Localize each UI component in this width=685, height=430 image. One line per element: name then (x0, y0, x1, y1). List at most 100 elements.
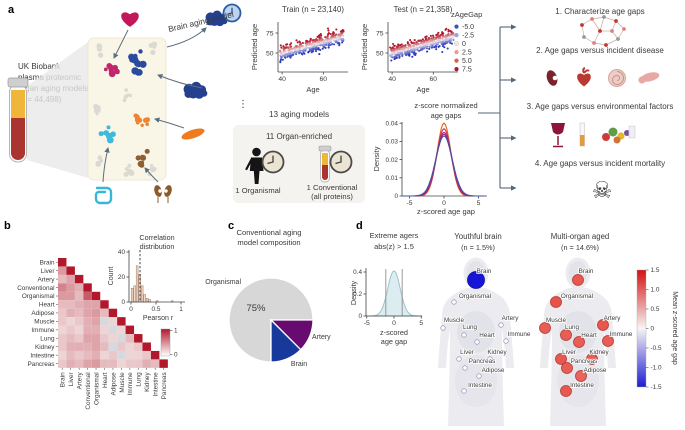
svg-text:distribution: distribution (140, 242, 175, 251)
organ-label: Heart (479, 332, 495, 339)
organ-dot (602, 335, 614, 347)
study-line: UK Biobank (18, 62, 61, 71)
network-node-icon (602, 15, 606, 19)
svg-text:-5: -5 (406, 200, 412, 207)
svg-text:model composition: model composition (237, 238, 300, 247)
svg-text:-5.0: -5.0 (462, 24, 474, 31)
svg-text:50: 50 (376, 50, 384, 57)
svg-text:Adipose: Adipose (31, 310, 55, 317)
organ-dot (555, 353, 567, 365)
organ-label: Pancreas (571, 358, 598, 365)
test-scatter-plot: 40 60 50 75 Test (n = 21,358) Age Predicted ag… (360, 5, 458, 94)
svg-text:0.04: 0.04 (386, 120, 399, 127)
svg-text:Immune: Immune (127, 372, 134, 396)
organ-label: Artery (604, 315, 622, 322)
food-icon (624, 130, 630, 136)
svg-text:Adipose: Adipose (110, 372, 117, 396)
svg-text:0: 0 (442, 200, 446, 207)
svg-text:Conventional aging: Conventional aging (236, 228, 301, 237)
panel-b-label: b (4, 220, 11, 232)
svg-text:(n = 14.6%): (n = 14.6%) (561, 243, 599, 252)
train-scatter-plot: 40 60 50 75 Train (n = 23,140) Age Predicted a… (250, 5, 348, 94)
svg-text:Heart: Heart (102, 372, 109, 388)
svg-text:75: 75 (376, 30, 384, 37)
svg-text:Youthful brain: Youthful brain (454, 232, 501, 241)
svg-text:abs(z) > 1.5: abs(z) > 1.5 (374, 242, 414, 251)
svg-text:Pearson r: Pearson r (143, 315, 174, 322)
svg-text:0.4: 0.4 (353, 269, 362, 276)
models-box (233, 125, 365, 203)
intestine-icon (94, 186, 113, 205)
organ-label: Adipose (482, 367, 505, 374)
svg-text:-0.5: -0.5 (651, 345, 662, 352)
svg-text:Intestine: Intestine (30, 352, 55, 359)
svg-text:1: 1 (174, 328, 178, 335)
svg-text:Brain: Brain (60, 372, 67, 387)
svg-text:50: 50 (266, 50, 274, 57)
organ-label: Liver (562, 349, 576, 356)
organ-label: Immune (508, 331, 531, 338)
svg-text:Age: Age (416, 85, 429, 94)
svg-text:40: 40 (278, 76, 286, 83)
svg-text:5: 5 (477, 200, 481, 207)
organ-dot (550, 296, 562, 308)
organ-label: Organismal (561, 293, 593, 300)
organ-label: Immune (610, 331, 633, 338)
kidney-icon (546, 70, 558, 86)
svg-text:0.2: 0.2 (353, 291, 362, 298)
organ-label: Brain (579, 268, 594, 275)
organ-dot (474, 339, 480, 345)
svg-text:0: 0 (462, 41, 466, 48)
svg-text:Pancreas: Pancreas (161, 372, 168, 399)
svg-text:-5: -5 (364, 320, 370, 327)
svg-text:Pancreas: Pancreas (28, 361, 55, 368)
svg-text:5: 5 (419, 320, 423, 327)
network-node-icon (604, 43, 608, 47)
food-icon (608, 127, 618, 137)
svg-text:age gaps: age gaps (431, 111, 462, 120)
person-icon (252, 147, 261, 157)
heart-icon (577, 73, 591, 87)
outcome-item-3: 3. Age gaps versus environmental factors (527, 102, 674, 111)
organ-label: Intestine (570, 382, 594, 389)
svg-text:Lung: Lung (136, 372, 143, 387)
svg-text:Artery: Artery (77, 372, 84, 390)
network-node-icon (610, 29, 614, 33)
svg-text:0: 0 (394, 193, 398, 200)
organ-label: Muscle (546, 317, 566, 324)
svg-text:Age: Age (306, 85, 319, 94)
organ-dot (462, 365, 468, 371)
brain-icon (184, 90, 193, 98)
svg-text:1: 1 (179, 306, 183, 313)
svg-text:Lung: Lung (40, 335, 55, 342)
organ-label: Adipose (584, 367, 607, 374)
zagegap-legend: zAgeGap -5.0 -2.50 2.55.0 7.5 (451, 10, 482, 74)
outcome-list: 1. Characterize age gaps 2. Age gaps ver… (527, 7, 674, 203)
network-node-icon (622, 27, 626, 31)
svg-text:z-score normalized: z-score normalized (414, 101, 477, 110)
svg-text:0.03: 0.03 (386, 139, 399, 146)
svg-text:Organismal: Organismal (93, 372, 100, 405)
organ-dot (487, 356, 493, 362)
svg-text:Predicted age: Predicted age (360, 24, 369, 70)
svg-text:Immune: Immune (31, 327, 55, 334)
svg-text:60: 60 (320, 76, 328, 83)
organ-dot (560, 385, 572, 397)
svg-text:0.5: 0.5 (651, 306, 660, 313)
svg-text:0: 0 (358, 313, 362, 320)
panel-a-label: a (8, 4, 15, 16)
organ-dot (451, 299, 457, 305)
organ-label: Artery (502, 315, 520, 322)
svg-text:40: 40 (388, 76, 396, 83)
organ-dot (586, 353, 598, 365)
network-node-icon (592, 41, 596, 45)
svg-text:Correlation: Correlation (139, 233, 174, 242)
models-box-title: 11 Organ-enriched (266, 132, 332, 141)
svg-text:Liver: Liver (41, 268, 56, 275)
svg-text:-2.5: -2.5 (462, 33, 474, 40)
